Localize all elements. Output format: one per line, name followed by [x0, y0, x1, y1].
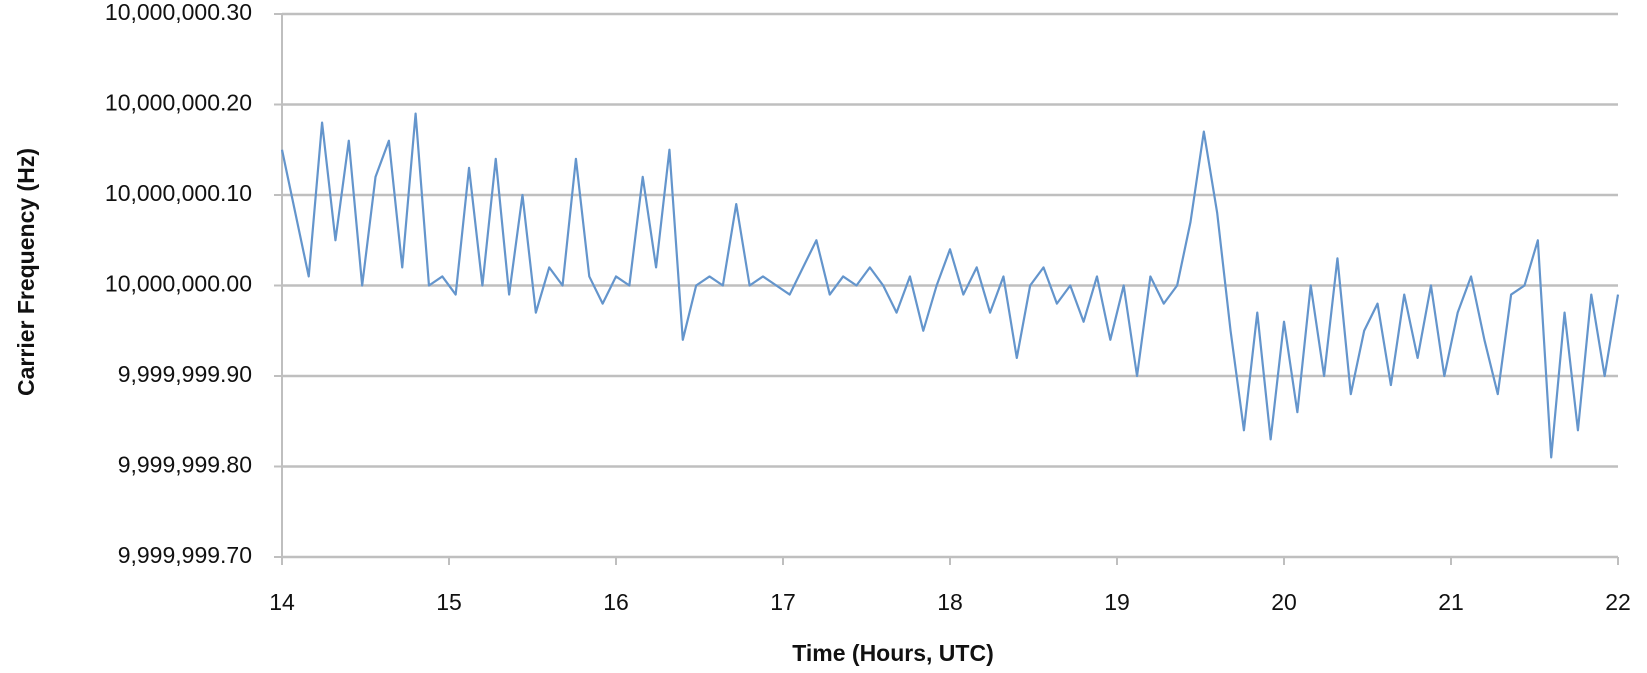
y-tick-label: 10,000,000.30 [105, 0, 252, 25]
x-tick-label: 16 [603, 589, 629, 615]
data-line [280, 112, 1620, 459]
x-tick-label: 19 [1104, 589, 1130, 615]
y-tick-label: 10,000,000.00 [105, 271, 252, 297]
y-tick-label: 9,999,999.80 [118, 452, 252, 478]
x-tick-label: 17 [770, 589, 796, 615]
x-tick-label: 22 [1605, 589, 1631, 615]
x-tick-label: 15 [436, 589, 462, 615]
x-tick-label: 14 [269, 589, 295, 615]
x-tick-label: 20 [1271, 589, 1297, 615]
y-tick-label: 9,999,999.70 [118, 542, 252, 568]
y-tick-label: 9,999,999.90 [118, 361, 252, 387]
y-tick-label: 10,000,000.20 [105, 90, 252, 116]
y-tick-label: 10,000,000.10 [105, 180, 252, 206]
x-axis-title: Time (Hours, UTC) [792, 640, 993, 666]
y-axis-title: Carrier Frequency (Hz) [13, 148, 39, 396]
x-tick-label: 18 [937, 589, 963, 615]
x-tick-label: 21 [1438, 589, 1464, 615]
